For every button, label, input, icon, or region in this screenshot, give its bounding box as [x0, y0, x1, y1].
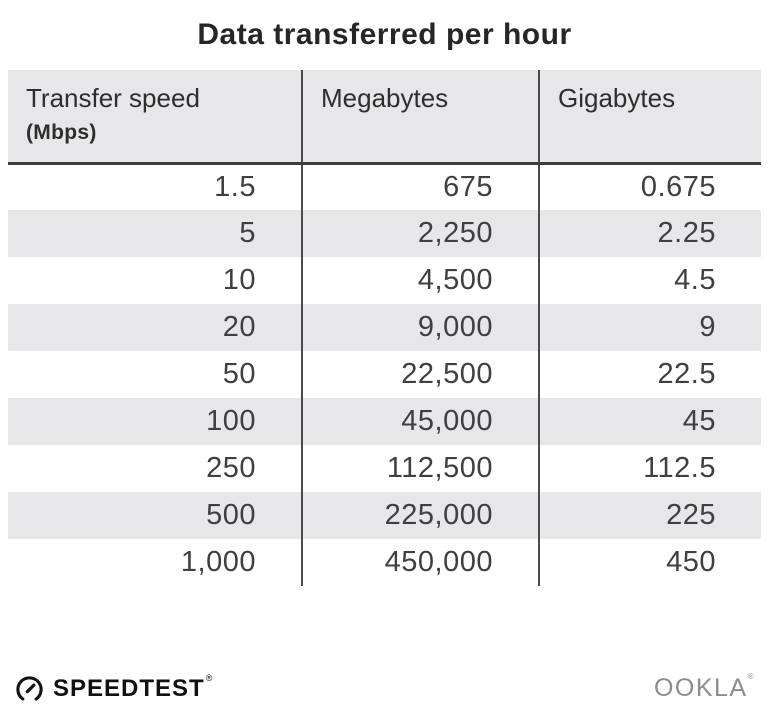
ookla-label: OOKLA: [653, 673, 748, 702]
col-header-megabytes: Megabytes: [301, 70, 539, 165]
table-row: 500 225,000 225: [8, 492, 761, 539]
col-header-gigabytes: Gigabytes: [538, 70, 761, 165]
cell-gigabytes: 9: [538, 304, 761, 351]
cell-transfer-speed: 20: [222, 311, 256, 343]
table-row: 20 9,000 9: [8, 304, 761, 351]
cell-megabytes: 2,250: [301, 210, 539, 257]
table-header-row: Transfer speed (Mbps) Megabytes Gigabyte…: [8, 70, 761, 165]
cell-gigabytes: 112.5: [538, 445, 761, 492]
speedtest-trademark: ®: [205, 673, 214, 683]
table-row: 5 2,250 2.25: [8, 210, 761, 257]
col-header-sublabel: (Mbps): [26, 121, 97, 144]
cell-transfer-speed: 50: [222, 358, 256, 390]
cell-transfer-speed: 250: [206, 452, 256, 484]
cell-transfer-speed: 100: [206, 405, 256, 437]
table-row: 1.5 675 0.675: [8, 163, 761, 210]
cell-megabytes: 22,500: [301, 351, 539, 398]
speedtest-logo: SPEEDTEST®: [14, 673, 214, 705]
cell-megabytes: 4,500: [301, 257, 539, 304]
cell-transfer-speed: 5: [239, 217, 256, 249]
cell-transfer-speed: 1.5: [214, 170, 256, 203]
table-row: 10 4,500 4.5: [8, 257, 761, 304]
cell-megabytes: 225,000: [301, 492, 539, 539]
data-table: Transfer speed (Mbps) Megabytes Gigabyte…: [8, 70, 761, 586]
cell-gigabytes: 4.5: [538, 257, 761, 304]
table-row: 250 112,500 112.5: [8, 445, 761, 492]
ookla-trademark: ®: [747, 671, 755, 681]
table-body: 1.5 675 0.675 5 2,250 2.25 10 4,500 4.5 20 9,000 9 5…: [8, 163, 761, 586]
table-row: 100 45,000 45: [8, 398, 761, 445]
table-row: 50 22,500 22.5: [8, 351, 761, 398]
cell-megabytes: 675: [301, 163, 539, 210]
col-header-label: Transfer speed: [26, 83, 200, 113]
cell-gigabytes: 2.25: [538, 210, 761, 257]
cell-gigabytes: 450: [538, 539, 761, 586]
cell-megabytes: 45,000: [301, 398, 539, 445]
cell-transfer-speed: 1,000: [180, 546, 256, 578]
cell-gigabytes: 225: [538, 492, 761, 539]
col-header-label: Megabytes: [321, 83, 449, 113]
footer: SPEEDTEST® OOKLA®: [14, 668, 755, 710]
cell-gigabytes: 45: [538, 398, 761, 445]
cell-megabytes: 9,000: [301, 304, 539, 351]
col-header-transfer-speed: Transfer speed (Mbps): [8, 70, 302, 165]
cell-megabytes: 450,000: [301, 539, 539, 586]
cell-transfer-speed: 500: [206, 499, 256, 531]
page-title: Data transferred per hour: [197, 18, 572, 51]
gauge-icon: [14, 674, 45, 705]
table-row: 1,000 450,000 450: [8, 539, 761, 586]
speedtest-wordmark: SPEEDTEST®: [53, 673, 214, 703]
cell-transfer-speed: 10: [222, 264, 256, 296]
cell-megabytes: 112,500: [301, 445, 539, 492]
cell-gigabytes: 0.675: [538, 163, 761, 210]
col-header-label: Gigabytes: [558, 83, 676, 113]
ookla-logo: OOKLA®: [653, 671, 755, 703]
cell-gigabytes: 22.5: [538, 351, 761, 398]
